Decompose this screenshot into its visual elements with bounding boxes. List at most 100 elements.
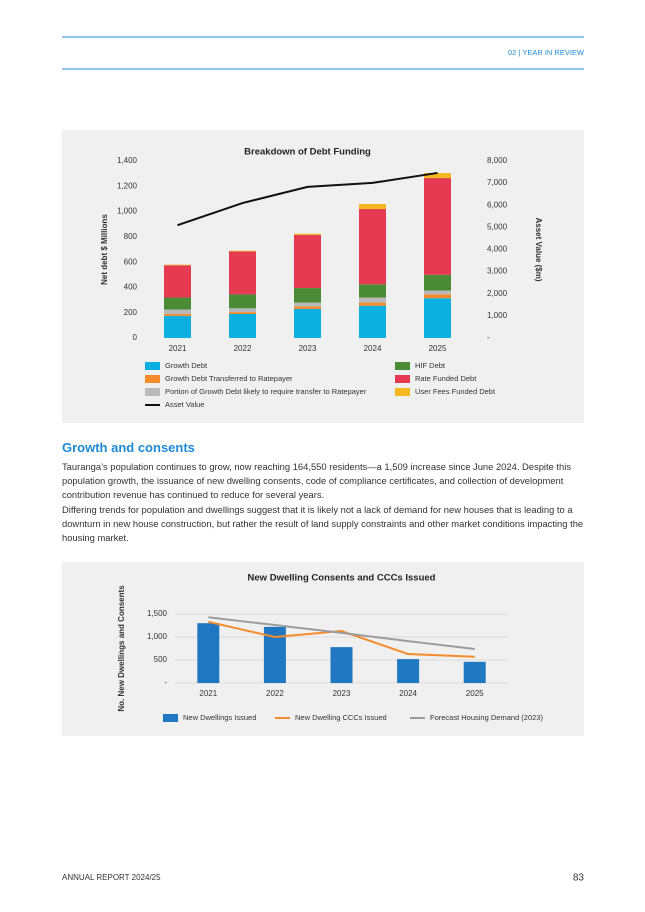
y2-tick-label: - — [487, 333, 490, 342]
bar — [397, 659, 420, 683]
y2-tick-label: 5,000 — [487, 222, 508, 231]
bar — [229, 313, 256, 338]
chart-title: New Dwelling Consents and CCCs Issued — [248, 573, 436, 584]
bar — [294, 233, 321, 235]
legend-swatch — [395, 388, 410, 396]
bar — [164, 265, 191, 298]
chart-title: Breakdown of Debt Funding — [244, 147, 371, 158]
x-tick-label: 2023 — [333, 689, 351, 698]
bar — [330, 647, 353, 683]
x-tick-label: 2021 — [199, 689, 217, 698]
section-heading: Growth and consents — [62, 440, 195, 455]
legend-swatch — [145, 362, 160, 370]
bar — [294, 234, 321, 289]
bar — [164, 297, 191, 310]
footer-report: ANNUAL REPORT 2024/25 — [62, 873, 161, 882]
bar — [359, 203, 386, 210]
y-tick-label: - — [164, 678, 167, 687]
x-tick-label: 2025 — [429, 344, 447, 353]
legend-label: User Fees Funded Debt — [415, 387, 496, 396]
bar — [424, 274, 451, 291]
bar — [197, 623, 220, 683]
bar — [164, 315, 191, 338]
bar — [164, 313, 191, 316]
x-tick-label: 2023 — [299, 344, 317, 353]
bar — [424, 173, 451, 179]
legend-label: HIF Debt — [415, 361, 446, 370]
y-tick-label: 600 — [124, 257, 138, 266]
bar — [359, 209, 386, 285]
y-tick-label: 1,000 — [117, 207, 138, 216]
y2-tick-label: 7,000 — [487, 178, 508, 187]
x-tick-label: 2024 — [399, 689, 417, 698]
bar — [424, 298, 451, 338]
chart-panel — [62, 130, 584, 423]
bar — [164, 309, 191, 314]
paragraph: Tauranga’s population continues to grow,… — [62, 461, 572, 500]
y-tick-label: 0 — [133, 333, 138, 342]
x-tick-label: 2022 — [234, 344, 252, 353]
bar — [164, 264, 191, 266]
legend-swatch — [145, 388, 160, 396]
bar — [359, 305, 386, 338]
bar — [294, 306, 321, 309]
bar — [424, 294, 451, 299]
y2-tick-label: 8,000 — [487, 156, 508, 165]
y-tick-label: 1,200 — [117, 181, 138, 190]
y2-tick-label: 3,000 — [487, 267, 508, 276]
y-tick-label: 1,400 — [117, 156, 138, 165]
bar — [263, 626, 286, 683]
bar — [294, 308, 321, 338]
legend-swatch — [163, 714, 178, 722]
y2-tick-label: 6,000 — [487, 200, 508, 209]
y-tick-label: 800 — [124, 232, 138, 241]
y-tick-label: 1,500 — [147, 609, 168, 618]
bar — [229, 250, 256, 252]
legend-label: New Dwellings Issued — [183, 713, 256, 722]
legend-label: Forecast Housing Demand (2023) — [430, 713, 543, 722]
bar — [424, 178, 451, 275]
legend-label: Growth Debt Transferred to Ratepayer — [165, 374, 293, 383]
legend-swatch — [395, 362, 410, 370]
y-tick-label: 500 — [154, 655, 168, 664]
line — [177, 171, 438, 227]
legend-label: Asset Value — [165, 400, 204, 409]
x-tick-label: 2024 — [364, 344, 382, 353]
section-label: 02 | YEAR IN REVIEW — [508, 48, 585, 57]
y2-tick-label: 1,000 — [487, 311, 508, 320]
bar — [359, 302, 386, 306]
x-tick-label: 2021 — [169, 344, 187, 353]
legend-swatch — [145, 375, 160, 383]
legend-swatch — [395, 375, 410, 383]
x-tick-label: 2025 — [466, 689, 484, 698]
y-tick-label: 400 — [124, 283, 138, 292]
bar — [424, 290, 451, 295]
bar — [294, 302, 321, 307]
legend-label: New Dwelling CCCs Issued — [295, 713, 387, 722]
bar — [229, 308, 256, 313]
legend-label: Portion of Growth Debt likely to require… — [165, 387, 367, 396]
x-tick-label: 2022 — [266, 689, 284, 698]
y-tick-label: 1,000 — [147, 632, 168, 641]
line — [208, 616, 475, 650]
y2-tick-label: 2,000 — [487, 289, 508, 298]
y2-tick-label: 4,000 — [487, 245, 508, 254]
line — [208, 620, 475, 658]
y2-axis-label: Asset Value ($m) — [534, 217, 543, 281]
bar — [229, 251, 256, 295]
y-axis-label: No. New Dwellings and Consents — [117, 585, 126, 712]
bar — [359, 297, 386, 303]
bar — [359, 284, 386, 298]
bar — [294, 288, 321, 303]
page-number: 83 — [573, 873, 585, 884]
bar — [229, 312, 256, 314]
paragraph: Differing trends for population and dwel… — [62, 504, 584, 543]
legend-label: Rate Funded Debt — [415, 374, 477, 383]
y-tick-label: 200 — [124, 308, 138, 317]
legend-label: Growth Debt — [165, 361, 208, 370]
bar — [463, 661, 486, 683]
bar — [229, 294, 256, 309]
y-axis-label: Net debt $ Millions — [100, 214, 109, 285]
